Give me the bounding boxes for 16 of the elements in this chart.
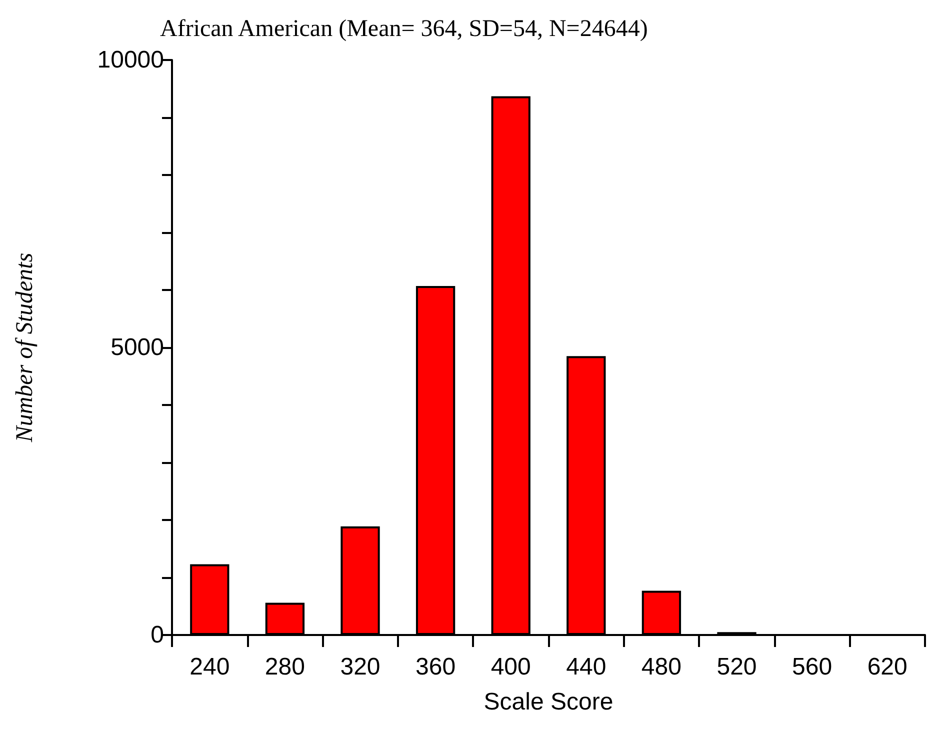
x-tick-label: 440 [566, 654, 606, 680]
y-tick-label: 10000 [97, 46, 164, 74]
x-tick-label: 620 [867, 654, 908, 680]
x-tick-label: 240 [190, 654, 230, 680]
x-tick-label: 400 [490, 654, 531, 680]
x-tick-label: 320 [340, 654, 380, 680]
x-tick-label: 280 [264, 654, 305, 680]
y-tick-label: 5000 [110, 334, 164, 361]
x-tick-label: 560 [792, 654, 832, 680]
x-tick-label: 360 [416, 654, 456, 680]
y-tick-label: 0 [150, 622, 164, 648]
y-axis-title: Number of Students [12, 252, 38, 444]
x-tick-label: 520 [716, 654, 757, 680]
x-tick-label: 480 [641, 654, 682, 680]
x-axis-title: Scale Score [484, 688, 614, 716]
chart-title: African American (Mean= 364, SD=54, N=24644) [160, 16, 648, 42]
